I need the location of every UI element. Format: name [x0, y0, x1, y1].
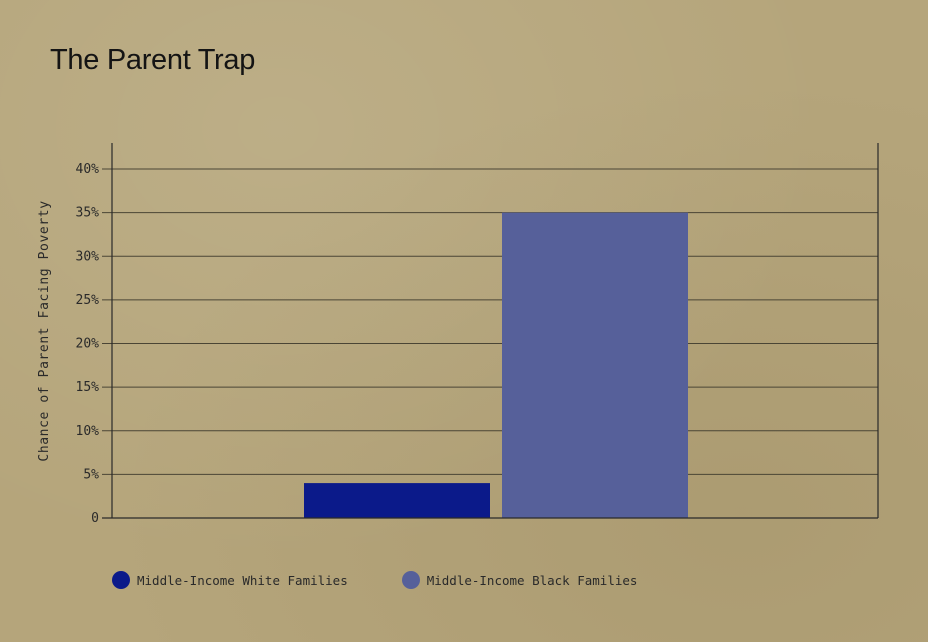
bar-white-families: [304, 483, 490, 518]
legend-item-black: Middle-Income Black Families: [401, 571, 638, 589]
bars: [304, 212, 688, 518]
legend: Middle-Income White Families Middle-Inco…: [112, 571, 691, 589]
bar-black-families: [502, 212, 688, 518]
y-tick-label: 15%: [76, 380, 100, 395]
chart-title: The Parent Trap: [50, 44, 256, 76]
legend-item-white: Middle-Income White Families: [112, 571, 348, 589]
y-axis-label: Chance of Parent Facing Poverty: [37, 200, 52, 461]
y-tick-label: 5%: [83, 467, 99, 482]
legend-swatch-white: [112, 571, 130, 589]
y-tick-label: 25%: [76, 293, 100, 308]
legend-label-black: Middle-Income Black Families: [426, 572, 638, 588]
y-axis-ticks: 0 5% 10% 15% 20% 25% 30% 35% 40%: [76, 162, 100, 526]
legend-swatch-black: [401, 571, 420, 589]
y-tick-label: 20%: [76, 337, 100, 352]
gridlines: [102, 168, 878, 475]
y-tick-label: 0: [91, 511, 99, 526]
legend-label-white: Middle-Income White Families: [137, 572, 348, 588]
y-tick-label: 10%: [76, 424, 100, 439]
y-tick-label: 40%: [76, 162, 100, 177]
y-tick-label: 35%: [76, 206, 100, 221]
y-tick-label: 30%: [76, 249, 100, 264]
